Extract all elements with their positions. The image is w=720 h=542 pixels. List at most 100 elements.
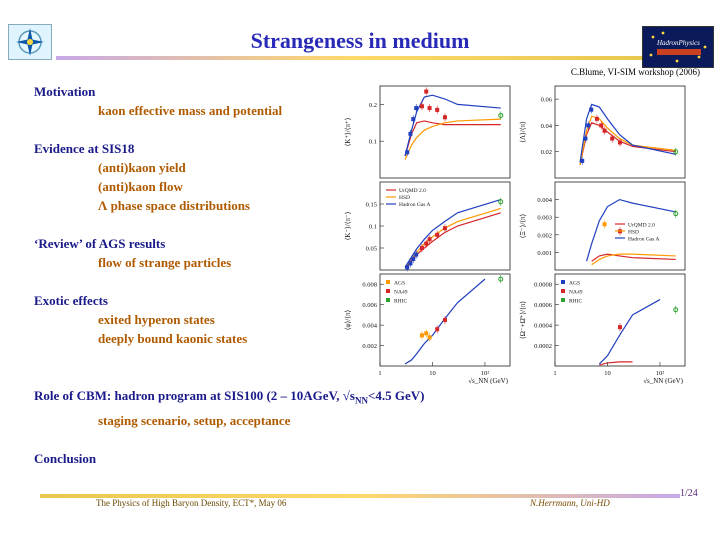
outline-tail: <4.5 GeV) <box>367 388 425 403</box>
data-point <box>419 104 424 109</box>
data-point <box>602 128 607 133</box>
legend-label: NA49 <box>394 290 408 296</box>
bottom-rule <box>40 494 680 498</box>
data-point <box>427 237 432 242</box>
y-axis-label: ⟨Ω⁻+Ω̄⁺⟩/⟨π⟩ <box>519 301 527 339</box>
y-tick-label: 0.06 <box>541 97 553 104</box>
legend-marker <box>386 298 390 302</box>
data-point <box>435 232 440 237</box>
y-tick-label: 0.2 <box>369 102 377 109</box>
data-point <box>673 149 679 155</box>
outline-text: (anti)kaon flow <box>98 179 183 194</box>
data-point <box>408 261 413 266</box>
legend-label: Hadron Gas A <box>399 202 430 208</box>
outline-text: kaon effective mass and potential <box>98 103 283 118</box>
data-point <box>498 112 504 118</box>
data-point <box>408 131 413 136</box>
y-tick-label: 0.003 <box>537 215 552 222</box>
data-point <box>405 265 410 270</box>
y-tick-label: 0.001 <box>537 250 552 257</box>
credit-line: C.Blume, VI-SIM workshop (2006) <box>570 67 700 77</box>
series-line <box>404 199 501 268</box>
outline-text: flow of strange particles <box>98 255 232 270</box>
legend-label: HSD <box>628 230 639 236</box>
outline-heading: Evidence at SIS18 <box>34 139 424 158</box>
legend-label: HSD <box>399 195 410 201</box>
compass-icon <box>16 28 44 56</box>
legend-label: UrQMD 2.0 <box>628 223 655 229</box>
outline-subitem: deeply bound kaonic states <box>34 329 424 348</box>
y-tick-label: 0.02 <box>541 149 552 156</box>
data-point <box>610 136 615 141</box>
outline-text: Λ phase space distributions <box>98 198 250 213</box>
data-point <box>602 222 607 227</box>
series-line <box>586 198 676 262</box>
legend-label: AGS <box>394 281 405 287</box>
legend-marker <box>386 289 390 293</box>
data-point <box>411 117 416 122</box>
y-axis-label: ⟨K⁺⟩/⟨π⁺⟩ <box>344 117 352 146</box>
legend-label: RHIC <box>569 299 582 305</box>
outline-text: ‘Review’ of AGS results <box>34 236 166 251</box>
y-tick-label: 0.1 <box>369 139 377 146</box>
data-point <box>580 158 585 163</box>
y-tick-label: 0.0006 <box>534 302 553 309</box>
data-point <box>586 123 591 128</box>
y-tick-label: 0.002 <box>537 232 552 239</box>
plot-frame <box>554 181 686 271</box>
data-point <box>673 307 679 313</box>
legend-label: NA49 <box>569 290 583 296</box>
y-tick-label: 0.05 <box>366 246 377 253</box>
plot-frame <box>554 85 686 179</box>
left-logo <box>8 24 52 60</box>
outline-text: staging scenario, setup, acceptance <box>98 412 291 428</box>
top-rule <box>56 56 646 60</box>
svg-text:HadronPhysics: HadronPhysics <box>656 39 700 47</box>
outline-text: Role of CBM: hadron program at SIS100 (2… <box>34 388 355 403</box>
x-tick-label: 1 <box>553 370 556 377</box>
data-point <box>414 252 419 257</box>
y-tick-label: 0.0004 <box>534 323 553 330</box>
data-point <box>673 211 679 217</box>
data-point <box>414 106 419 111</box>
series-line <box>579 122 676 165</box>
data-point <box>435 327 440 332</box>
data-point <box>498 276 504 282</box>
outline-subitem: flow of strange particles <box>34 253 424 272</box>
legend-label: AGS <box>569 281 580 287</box>
legend-label: UrQMD 2.0 <box>399 188 426 194</box>
data-point <box>419 246 424 250</box>
outline-text: Motivation <box>34 84 96 99</box>
legend-marker <box>561 298 565 302</box>
series-line <box>599 361 633 366</box>
y-axis-label: ⟨K⁻⟩/⟨π⁻⟩ <box>344 211 352 240</box>
outline-subscript: NN <box>354 395 368 406</box>
slide-title: Strangeness in medium <box>250 28 470 53</box>
outline-subitem: (anti)kaon yield <box>34 158 424 177</box>
legend-marker <box>561 280 565 284</box>
series-line <box>579 103 676 163</box>
series-line <box>591 253 676 266</box>
x-tick-label: 10² <box>481 370 490 377</box>
y-tick-label: 0.008 <box>362 282 377 289</box>
data-point <box>411 257 416 261</box>
outline-list: Motivation kaon effective mass and potent… <box>34 82 424 468</box>
outline-subitem: Λ phase space distributions <box>34 196 424 215</box>
series-line <box>404 118 501 160</box>
y-tick-label: 0.1 <box>369 224 377 231</box>
footer-author: N.Herrmann, Uni-HD <box>530 498 610 508</box>
legend-marker <box>386 280 390 284</box>
data-point <box>498 199 504 205</box>
outline-subitem: exited hyperon states <box>34 310 424 329</box>
outline-gap <box>34 430 424 449</box>
data-point <box>427 335 432 340</box>
data-point <box>442 318 447 322</box>
y-tick-label: 0.002 <box>362 343 377 350</box>
y-tick-label: 0.15 <box>366 202 377 209</box>
outline-heading: Role of CBM: hadron program at SIS100 (2… <box>34 386 424 411</box>
outline-text: Evidence at SIS18 <box>34 141 135 156</box>
data-point <box>424 331 429 336</box>
y-tick-label: 0.006 <box>362 302 377 309</box>
legend-label: RHIC <box>394 299 407 305</box>
outline-heading: ‘Review’ of AGS results <box>34 234 424 253</box>
